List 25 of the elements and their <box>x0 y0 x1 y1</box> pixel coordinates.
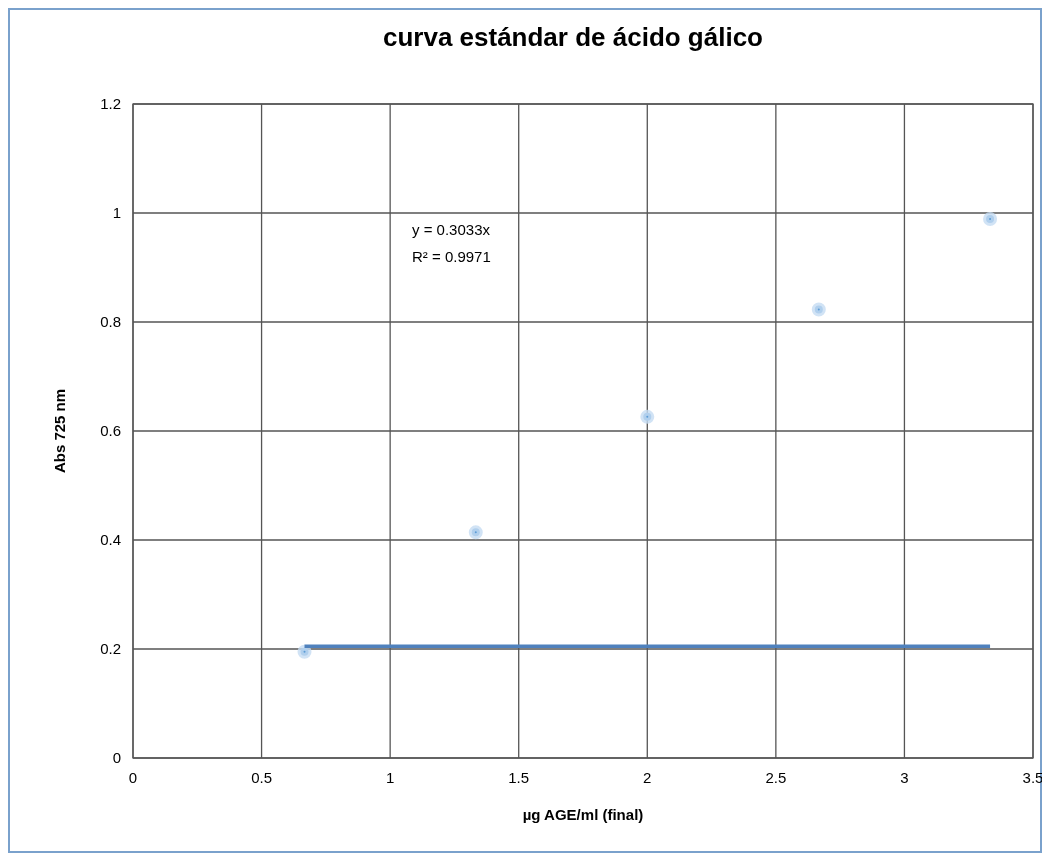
y-tick-label: 0 <box>112 749 121 766</box>
y-tick-label: 1 <box>112 204 121 221</box>
y-tick-label: 0.2 <box>100 640 121 657</box>
y-axis-title: Abs 725 nm <box>51 388 68 474</box>
y-tick-label: 0.6 <box>100 422 121 439</box>
x-tick-label: 0 <box>128 769 138 786</box>
annotation: R² = 0.9971 <box>412 247 491 265</box>
x-tick-label: 3.5 <box>1022 769 1044 786</box>
point <box>811 302 826 317</box>
point <box>983 212 998 226</box>
x-tick-label: 1 <box>385 769 395 786</box>
point <box>468 525 483 540</box>
y-tick-label: 1.2 <box>100 95 121 112</box>
y-tick-label: 0.4 <box>100 531 121 548</box>
x-tick-label: 2.5 <box>765 769 787 786</box>
x-tick-label: 0.5 <box>251 769 272 786</box>
chart-title: curva estándar de ácido gálico <box>382 22 764 52</box>
x-tick-label: 2 <box>643 769 652 786</box>
x-axis-title: µg AGE/ml (final) <box>522 806 644 823</box>
x-tick-label: 1.5 <box>508 769 530 786</box>
x-tick-label: 3 <box>900 769 909 786</box>
point <box>640 409 655 424</box>
annotation: y = 0.3033x <box>412 220 491 238</box>
y-tick-label: 0.8 <box>100 313 121 330</box>
point <box>297 644 312 659</box>
